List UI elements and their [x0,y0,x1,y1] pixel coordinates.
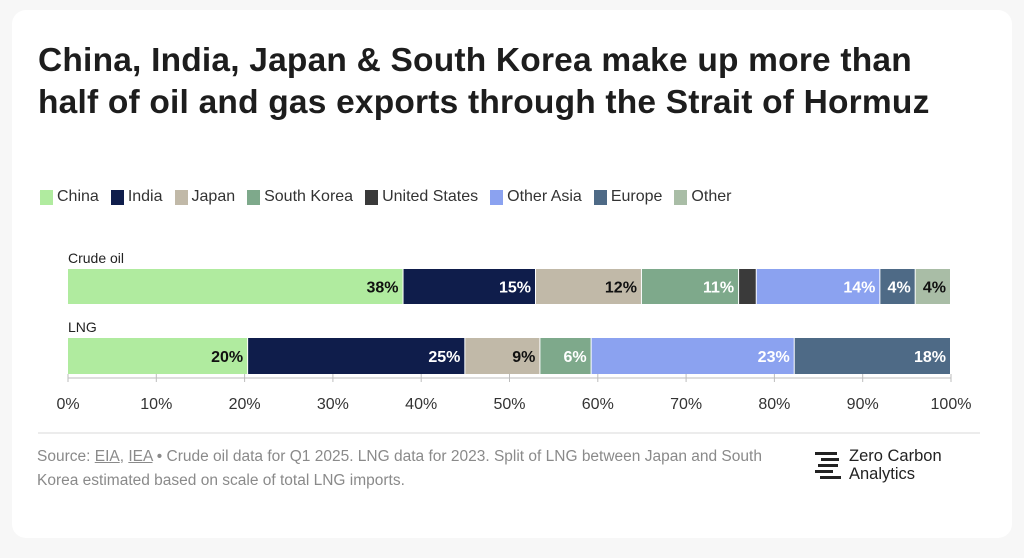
data-label: 12% [605,280,637,297]
data-label: 11% [703,280,734,297]
x-tick-label: 0% [56,396,79,413]
legend-swatch [674,189,688,205]
category-label: Crude oil [68,250,124,266]
chart-title: China, India, Japan & South Korea make u… [38,42,930,121]
legend-item-india: India [110,188,163,206]
bar-china [68,338,248,374]
data-label: 20% [211,349,243,366]
legend-swatch [110,189,124,205]
legend-label: Japan [191,188,236,205]
bar-other-asia [756,269,880,304]
legend-label: Other Asia [507,188,582,205]
bar-other-asia [591,338,794,374]
legend-swatch [365,189,379,205]
legend-item-other-asia: Other Asia [490,188,582,206]
data-label: 25% [428,349,460,366]
bar-europe [880,269,915,304]
legend-item-china: China [40,188,99,206]
bar-china [68,269,403,304]
legend-swatch [593,189,607,205]
bar-japan [535,269,641,304]
brand-name-line1: Zero Carbon [849,447,942,465]
legend-item-other: Other [674,188,731,206]
bar-united-states [739,269,756,304]
brand-name-line2: Analytics [849,465,916,483]
data-label: 6% [563,349,586,366]
data-label: 15% [499,280,531,297]
source-note: Source: EIA, IEA • Crude oil data for Q1… [37,448,762,489]
legend-label: China [57,188,99,205]
legend-label: India [127,188,163,205]
legend-label: Other [691,188,732,205]
x-tick-label: 70% [670,396,702,413]
legend-swatch [247,189,261,205]
category-label: LNG [68,319,97,335]
legend-label: South Korea [264,188,354,205]
bar-europe [794,338,950,374]
data-label: 18% [914,349,946,366]
legend-item-europe: Europe [593,188,663,206]
bar-japan [465,338,540,374]
brand-logo: Zero Carbon Analytics [815,447,942,483]
data-label: 4% [888,280,911,297]
legend-swatch [40,189,53,205]
legend: China India Japan South Korea United States O… [40,186,743,208]
data-label: 14% [843,280,875,297]
data-label: 38% [367,280,399,297]
data-label: 9% [512,349,535,366]
bar-south-korea [641,269,739,304]
bar-india [403,269,535,304]
stacked-bar-chart: Crude oil 38% 15% 12% 11% 14% 4% 4% LNG 20% 25% 9% 6… [38,250,980,434]
x-tick-label: 80% [758,396,790,413]
source-link-eia[interactable]: EIA [94,448,120,465]
data-label: 23% [758,349,790,366]
legend-label: Europe [610,188,663,205]
legend-swatch [174,189,188,205]
x-tick-label: 10% [140,396,172,413]
x-tick-label: 60% [582,396,614,413]
legend-swatch [490,189,504,205]
x-tick-label: 20% [229,396,261,413]
legend-label: United States [382,188,479,205]
bar-other [915,269,950,304]
legend-item-south-korea: South Korea [247,188,353,206]
x-tick-label: 30% [317,396,349,413]
x-tick-label: 40% [405,396,437,413]
bar-india [248,338,465,374]
bar-south-korea [540,338,591,374]
zero-carbon-logo-icon [815,452,841,479]
source-link-iea[interactable]: IEA [128,448,153,465]
data-label: 4% [923,280,946,297]
legend-item-japan: Japan [174,188,236,206]
x-tick-label: 50% [493,396,525,413]
legend-item-united-states: United States [365,188,478,206]
x-tick-label: 90% [847,396,879,413]
x-tick-label: 100% [931,396,972,413]
